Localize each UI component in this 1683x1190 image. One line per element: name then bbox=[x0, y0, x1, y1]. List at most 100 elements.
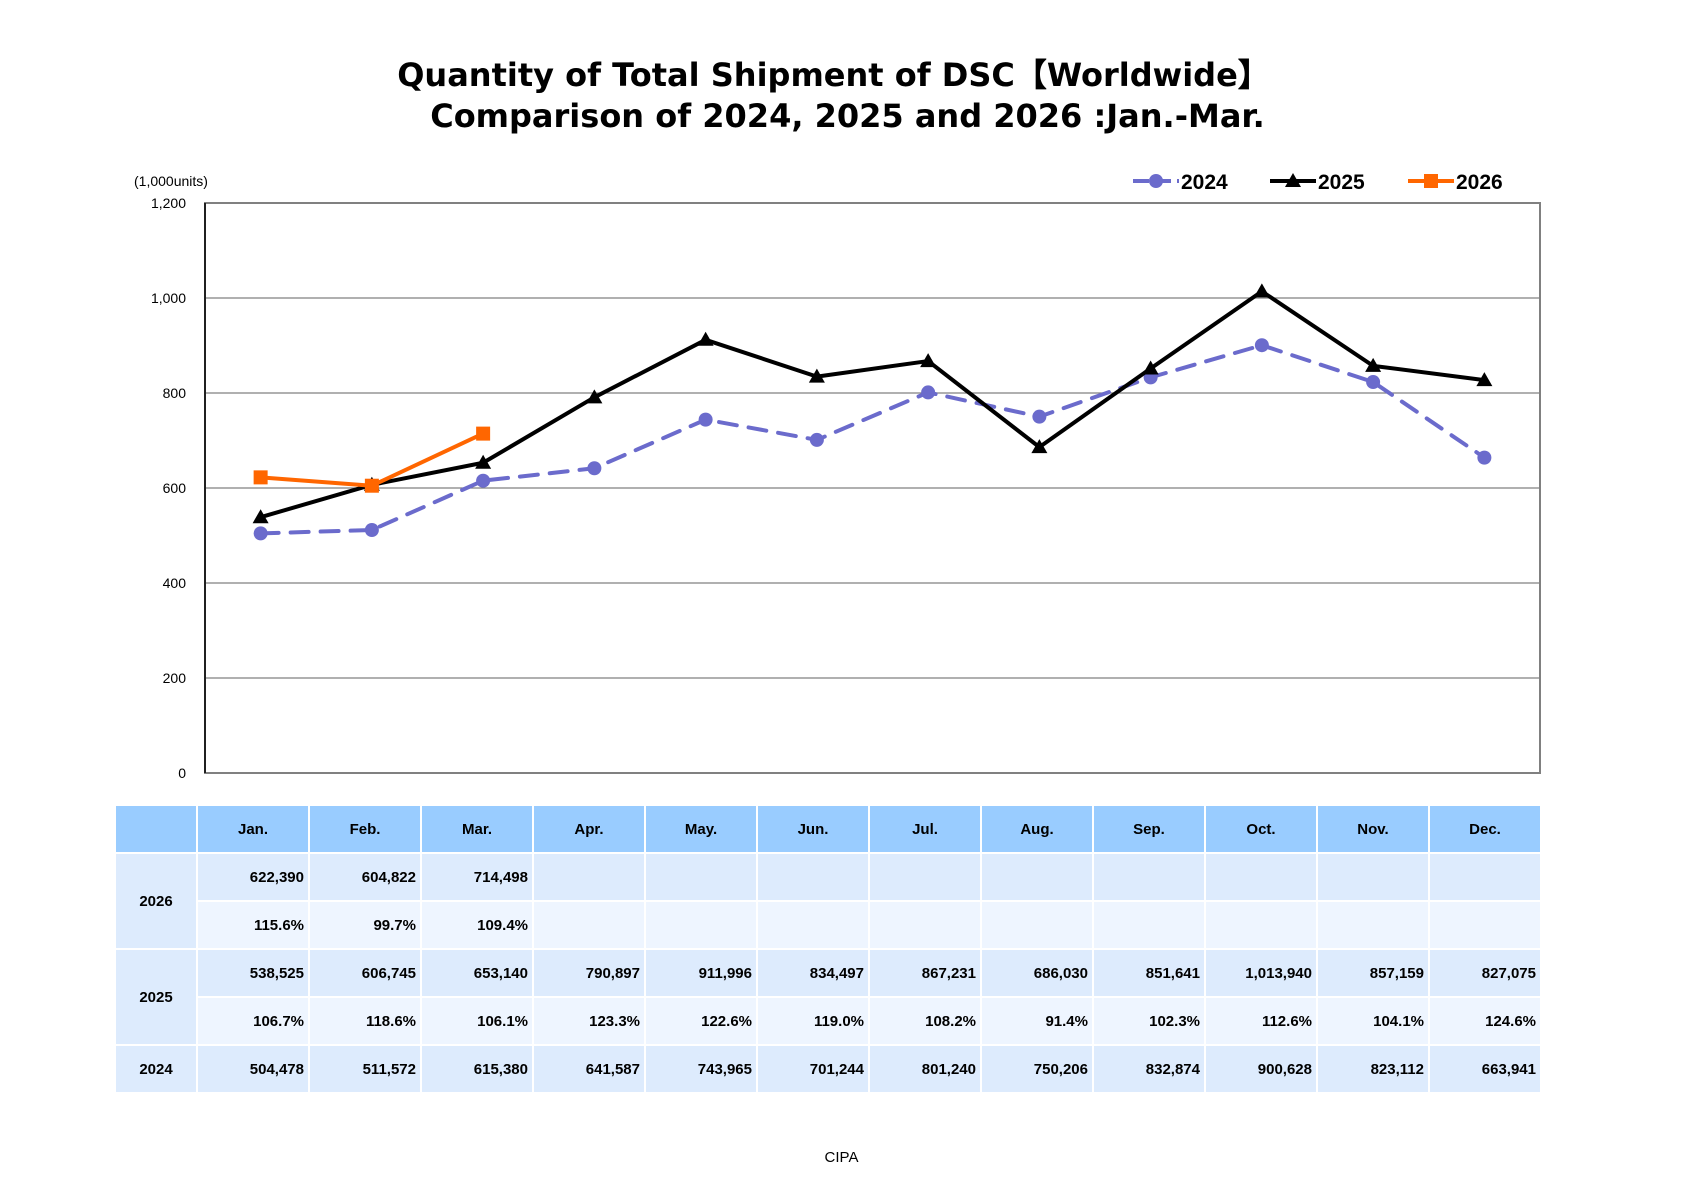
y-tick-label: 0 bbox=[178, 765, 186, 781]
table-cell-ratio bbox=[534, 902, 644, 948]
legend-label: 2024 bbox=[1181, 171, 1228, 194]
table-cell: 615,380 bbox=[422, 1046, 532, 1092]
table-cell: 604,822 bbox=[310, 854, 420, 900]
table-cell: 900,628 bbox=[1206, 1046, 1316, 1092]
legend-label: 2025 bbox=[1318, 171, 1365, 194]
header-cell-month: May. bbox=[646, 806, 756, 852]
table-cell: 851,641 bbox=[1094, 950, 1204, 996]
y-tick-label: 1,000 bbox=[151, 290, 186, 306]
table-cell-ratio bbox=[1430, 902, 1540, 948]
table-cell bbox=[982, 854, 1092, 900]
y-tick-label: 200 bbox=[163, 670, 187, 686]
table-cell-ratio: 123.3% bbox=[534, 998, 644, 1044]
data-point-2025 bbox=[475, 454, 492, 469]
legend-label: 2026 bbox=[1456, 171, 1503, 194]
table-cell-ratio bbox=[758, 902, 868, 948]
table-cell-ratio: 99.7% bbox=[310, 902, 420, 948]
series-2026 bbox=[253, 426, 491, 493]
table-cell bbox=[534, 854, 644, 900]
legend-marker-icon bbox=[1285, 173, 1301, 187]
data-point-2025 bbox=[697, 331, 714, 346]
data-point-2025 bbox=[1142, 360, 1159, 375]
table-cell-ratio bbox=[1206, 902, 1316, 948]
legend-item-2025: 2025 bbox=[1270, 171, 1365, 194]
data-point-2026 bbox=[253, 470, 268, 485]
table-cell-ratio: 118.6% bbox=[310, 998, 420, 1044]
source-footer: CIPA bbox=[824, 1149, 859, 1166]
data-point-2026 bbox=[364, 478, 379, 493]
chart-subtitle: Comparison of 2024, 2025 and 2026 :Jan.-… bbox=[430, 97, 1265, 135]
legend-marker-icon bbox=[1424, 174, 1438, 188]
y-tick-label: 400 bbox=[163, 575, 187, 591]
header-cell-corner bbox=[116, 806, 196, 852]
table-cell-ratio: 124.6% bbox=[1430, 998, 1540, 1044]
row-label-2026: 2026 bbox=[116, 854, 196, 948]
data-point-2024 bbox=[1254, 338, 1269, 353]
y-axis-unit-label: (1,000units) bbox=[134, 173, 208, 189]
table-cell bbox=[646, 854, 756, 900]
y-tick-label: 1,200 bbox=[151, 195, 186, 211]
table-cell-ratio: 108.2% bbox=[870, 998, 980, 1044]
table-cell bbox=[870, 854, 980, 900]
legend-item-2026: 2026 bbox=[1408, 171, 1503, 194]
table-row-2025-values: 2025 538,525 606,745 653,140 790,897 911… bbox=[116, 950, 1540, 1044]
table-cell: 1,013,940 bbox=[1206, 950, 1316, 996]
table-cell: 834,497 bbox=[758, 950, 868, 996]
table-cell: 622,390 bbox=[198, 854, 308, 900]
line-chart: (1,000units) 0 200 400 600 800 1,000 1,200 202… bbox=[134, 171, 1541, 781]
table-cell: 743,965 bbox=[646, 1046, 756, 1092]
table-cell-ratio: 119.0% bbox=[758, 998, 868, 1044]
header-cell-month: Aug. bbox=[982, 806, 1092, 852]
table-cell: 857,159 bbox=[1318, 950, 1428, 996]
row-label-2025: 2025 bbox=[116, 950, 196, 1044]
table-cell-ratio: 106.1% bbox=[422, 998, 532, 1044]
table-header-row: Jan. Feb. Mar. Apr. May. Jun. Jul. Aug. … bbox=[116, 806, 1540, 852]
header-cell-month: Feb. bbox=[310, 806, 420, 852]
table-cell: 641,587 bbox=[534, 1046, 644, 1092]
data-point-2025 bbox=[1031, 439, 1048, 454]
table-cell: 823,112 bbox=[1318, 1046, 1428, 1092]
data-point-2024 bbox=[698, 412, 713, 427]
header-cell-month: Jan. bbox=[198, 806, 308, 852]
table-cell-ratio: 112.6% bbox=[1206, 998, 1316, 1044]
header-cell-month: Jul. bbox=[870, 806, 980, 852]
table-cell-ratio: 122.6% bbox=[646, 998, 756, 1044]
table-cell bbox=[758, 854, 868, 900]
table-cell: 801,240 bbox=[870, 1046, 980, 1092]
data-point-2025 bbox=[1476, 372, 1493, 387]
table-cell-ratio bbox=[1318, 902, 1428, 948]
table-cell-ratio: 109.4% bbox=[422, 902, 532, 948]
header-cell-month: Mar. bbox=[422, 806, 532, 852]
series-2024 bbox=[253, 338, 1492, 541]
data-point-2025 bbox=[252, 509, 269, 524]
row-label-2024: 2024 bbox=[116, 1046, 196, 1092]
data-point-2025 bbox=[808, 368, 825, 383]
table-cell-ratio bbox=[982, 902, 1092, 948]
table-cell: 504,478 bbox=[198, 1046, 308, 1092]
data-point-2024 bbox=[364, 523, 379, 538]
data-point-2025 bbox=[920, 353, 937, 368]
table-cell-ratio bbox=[1094, 902, 1204, 948]
y-tick-label: 800 bbox=[163, 385, 187, 401]
table-cell: 714,498 bbox=[422, 854, 532, 900]
table-cell: 790,897 bbox=[534, 950, 644, 996]
table-cell: 653,140 bbox=[422, 950, 532, 996]
table-cell: 827,075 bbox=[1430, 950, 1540, 996]
table-row-2026-ratios: 115.6% 99.7% 109.4% bbox=[116, 902, 1540, 948]
table-cell: 750,206 bbox=[982, 1046, 1092, 1092]
data-point-2025 bbox=[1365, 357, 1382, 372]
table-cell bbox=[1206, 854, 1316, 900]
series-line-2025 bbox=[260, 289, 1485, 520]
table-row-2026-values: 2026 622,390 604,822 714,498 bbox=[116, 854, 1540, 948]
table-cell-ratio: 91.4% bbox=[982, 998, 1092, 1044]
table-cell-ratio: 115.6% bbox=[198, 902, 308, 948]
data-point-2024 bbox=[1366, 375, 1381, 390]
data-point-2024 bbox=[253, 526, 268, 541]
table-cell bbox=[1430, 854, 1540, 900]
table-cell-ratio: 106.7% bbox=[198, 998, 308, 1044]
table-cell bbox=[1318, 854, 1428, 900]
series-line-2024 bbox=[258, 343, 1487, 536]
data-point-2024 bbox=[1477, 450, 1492, 465]
data-point-2024 bbox=[587, 461, 602, 476]
legend-item-2024: 2024 bbox=[1133, 171, 1228, 194]
